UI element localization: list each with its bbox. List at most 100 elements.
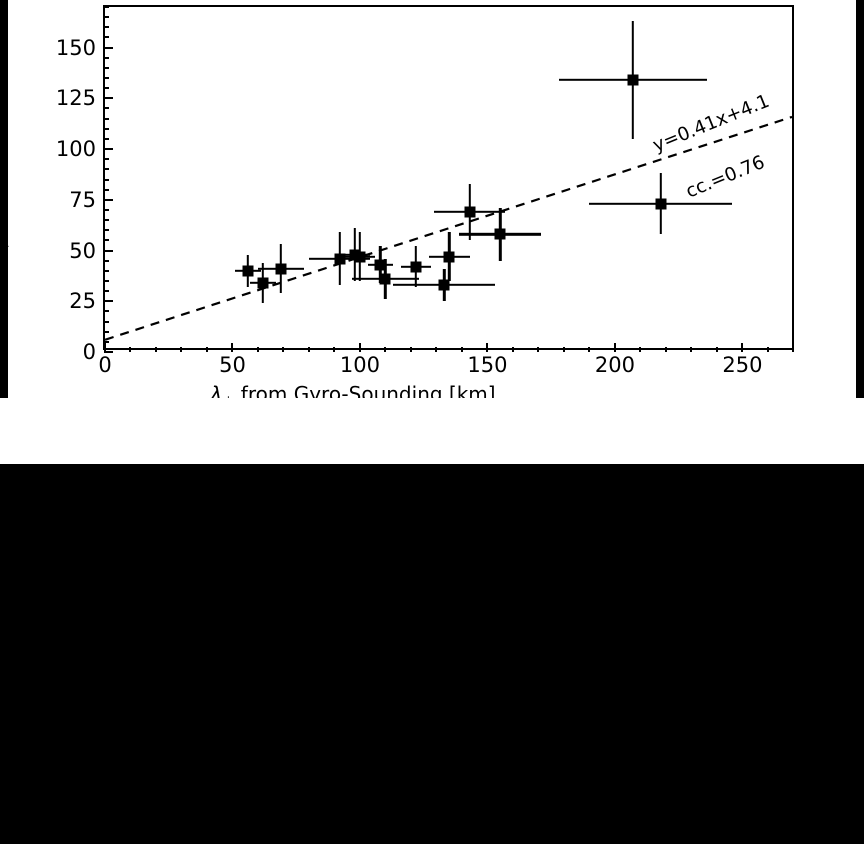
y-tick-minor <box>104 259 109 262</box>
x-tick-minor <box>690 347 693 352</box>
x-tick-minor <box>715 347 718 352</box>
x-tick-major <box>231 343 234 352</box>
y-tick-label: 150 <box>55 35 96 60</box>
x-tick-minor <box>333 347 336 352</box>
y-tick-minor <box>104 26 109 29</box>
x-tick-minor <box>511 347 514 352</box>
y-tick-minor <box>104 178 109 181</box>
data-point-marker <box>242 265 254 277</box>
x-tick-minor <box>792 347 795 352</box>
y-tick-label: 50 <box>69 238 96 263</box>
plot-area: 0 25 50 75 100 125 150 0 50 100 150 200 250 y=0.41x… <box>56 5 795 377</box>
x-tick-minor <box>307 347 310 352</box>
caption-band: 图 3. 利用粒子探测技术得到的动理学阿尔芬波垂直波长（横轴）和基于局地离子温度… <box>0 398 864 841</box>
x-tick-major <box>486 343 489 352</box>
y-tick-minor <box>104 16 109 19</box>
x-tick-minor <box>562 347 565 352</box>
y-tick-minor <box>104 208 109 211</box>
y-tick-minor <box>104 168 109 171</box>
y-tick-minor <box>104 290 109 293</box>
y-tick-minor <box>104 310 109 313</box>
y-tick-minor <box>104 77 109 80</box>
data-point-marker <box>374 259 386 271</box>
y-tick-minor <box>104 66 109 69</box>
x-tick-label: 150 <box>467 353 508 377</box>
data-point-marker <box>334 253 346 265</box>
data-point-marker <box>438 279 450 291</box>
data-point-marker <box>354 251 366 263</box>
figure-caption: 图 3. 利用粒子探测技术得到的动理学阿尔芬波垂直波长（横轴）和基于局地离子温度… <box>40 800 824 844</box>
y-tick-minor <box>104 6 109 8</box>
x-tick-label: 250 <box>722 353 763 377</box>
x-tick-label: 50 <box>219 353 246 377</box>
x-tick-major <box>741 343 744 352</box>
data-point-marker <box>257 277 269 289</box>
x-tick-minor <box>460 347 463 352</box>
y-tick-minor <box>104 117 109 120</box>
data-point-marker <box>655 198 667 210</box>
y-tick-major <box>104 198 113 201</box>
y-axis-subscript: i, th <box>0 225 11 251</box>
x-tick-major <box>613 343 616 352</box>
y-tick-minor <box>104 56 109 59</box>
x-tick-minor <box>435 347 438 352</box>
y-tick-minor <box>104 137 109 140</box>
y-tick-major <box>104 351 113 353</box>
x-tick-minor <box>384 347 387 352</box>
y-tick-minor <box>104 219 109 222</box>
data-point-marker <box>627 74 639 86</box>
y-tick-label: 25 <box>69 289 96 314</box>
y-tick-minor <box>104 158 109 161</box>
y-tick-minor <box>104 269 109 272</box>
data-point-marker <box>464 206 476 218</box>
x-tick-minor <box>154 347 157 352</box>
y-tick-major <box>104 300 113 303</box>
y-axis-symbol: ρ <box>0 250 7 262</box>
x-tick-minor <box>664 347 667 352</box>
x-tick-minor <box>639 347 642 352</box>
data-point-marker <box>443 251 455 263</box>
y-tick-label: 100 <box>55 137 96 162</box>
caption-line-1: 图 3. 利用粒子探测技术得到的动理学阿尔芬波垂直波长（横轴）和基于局地离子温度… <box>140 803 724 819</box>
x-tick-minor <box>205 347 208 352</box>
x-axis-symbol: λ <box>210 382 223 406</box>
chart-panel: ρi, th [km] λ⊥ from Gyro-Sounding [km] 0… <box>0 0 856 410</box>
y-tick-label: 75 <box>69 187 96 212</box>
x-tick-minor <box>180 347 183 352</box>
y-tick-major <box>104 148 113 151</box>
y-axis-title: ρi, th [km] <box>0 175 11 262</box>
data-point-marker <box>410 261 422 273</box>
x-tick-label: 0 <box>98 353 112 377</box>
y-tick-minor <box>104 229 109 232</box>
x-tick-label: 200 <box>594 353 635 377</box>
y-tick-label: 125 <box>55 86 96 111</box>
x-tick-minor <box>282 347 285 352</box>
y-tick-minor <box>104 330 109 333</box>
x-tick-minor <box>129 347 132 352</box>
y-tick-minor <box>104 239 109 242</box>
x-tick-minor <box>588 347 591 352</box>
x-tick-major <box>358 343 361 352</box>
y-tick-label: 0 <box>82 340 96 364</box>
x-tick-minor <box>256 347 259 352</box>
fit-line <box>105 7 792 348</box>
y-tick-major <box>104 249 113 252</box>
data-point-marker <box>494 228 506 240</box>
x-tick-minor <box>766 347 769 352</box>
y-tick-minor <box>104 87 109 90</box>
y-tick-major <box>104 46 113 49</box>
y-axis-units: [km] <box>0 175 8 220</box>
y-tick-minor <box>104 188 109 191</box>
x-tick-major <box>104 343 106 352</box>
y-tick-minor <box>104 107 109 110</box>
y-tick-minor <box>104 36 109 39</box>
y-tick-major <box>104 97 113 100</box>
y-tick-minor <box>104 279 109 282</box>
y-tick-minor <box>104 127 109 130</box>
data-point-marker <box>275 263 287 275</box>
y-tick-minor <box>104 340 109 343</box>
data-point-marker <box>379 273 391 285</box>
caption-line-2: 得到的离子回旋半径（纵轴）的关系。 <box>307 825 557 841</box>
x-tick-label: 100 <box>339 353 381 377</box>
